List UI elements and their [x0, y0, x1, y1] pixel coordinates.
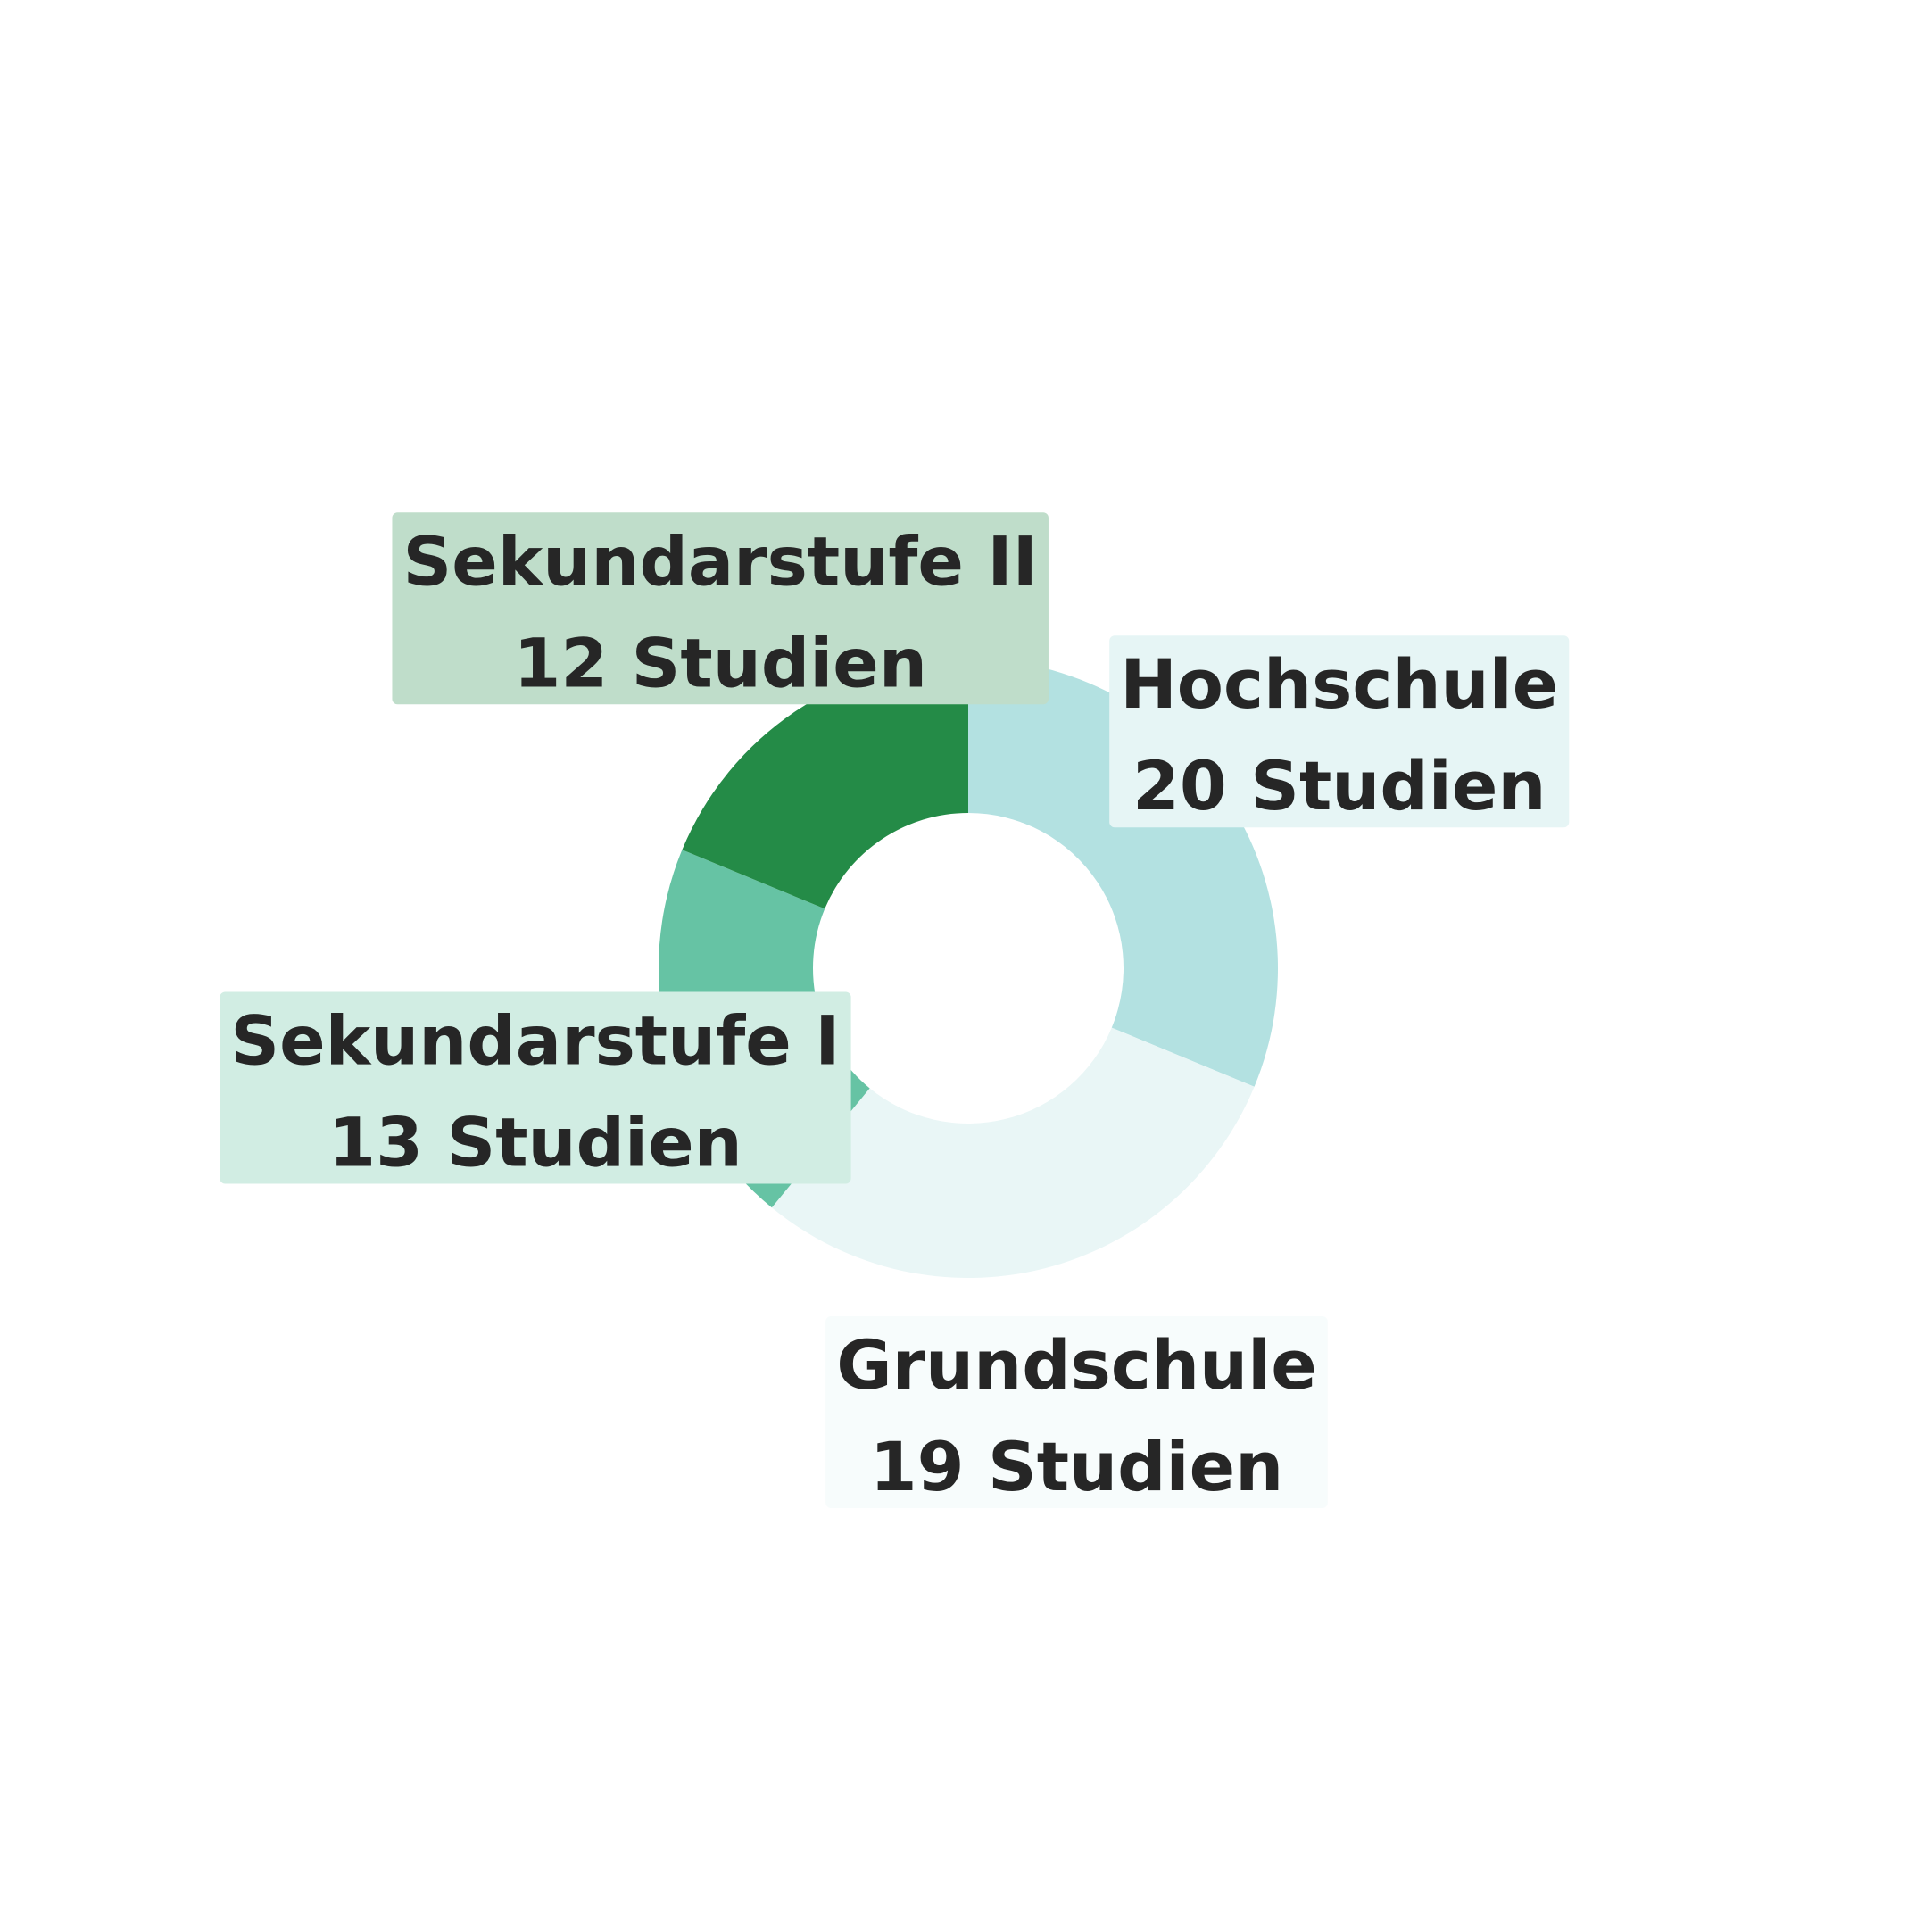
- slice-label-value: 20 Studien: [1132, 746, 1546, 825]
- donut-slice-grundschule: [771, 1027, 1255, 1278]
- slice-label-box: [392, 512, 1049, 705]
- slice-label-grundschule: Grundschule 19 Studien: [825, 1316, 1328, 1509]
- slice-label-sekundarstufe-i: Sekundarstufe I 13 Studien: [220, 991, 851, 1184]
- slice-label-hochschule: Hochschule 20 Studien: [1109, 635, 1570, 828]
- slice-label-value: 13 Studien: [328, 1102, 742, 1182]
- slice-label-name: Hochschule: [1120, 644, 1558, 724]
- slice-label-name: Sekundarstufe II: [402, 521, 1038, 601]
- slice-label-value: 12 Studien: [513, 623, 927, 702]
- slice-label-sekundarstufe-ii: Sekundarstufe II 12 Studien: [392, 512, 1049, 705]
- slice-label-box: [825, 1316, 1328, 1509]
- slice-label-box: [1109, 635, 1570, 828]
- slice-label-name: Sekundarstufe I: [230, 1000, 840, 1080]
- slice-label-box: [220, 991, 851, 1184]
- slice-label-value: 19 Studien: [870, 1427, 1284, 1506]
- slice-labels: Hochschule 20 Studien Grundschule 19 Studie…: [220, 512, 1570, 1509]
- slice-label-name: Grundschule: [836, 1325, 1317, 1405]
- donut-slice-sekundarstufe-ii: [682, 659, 968, 909]
